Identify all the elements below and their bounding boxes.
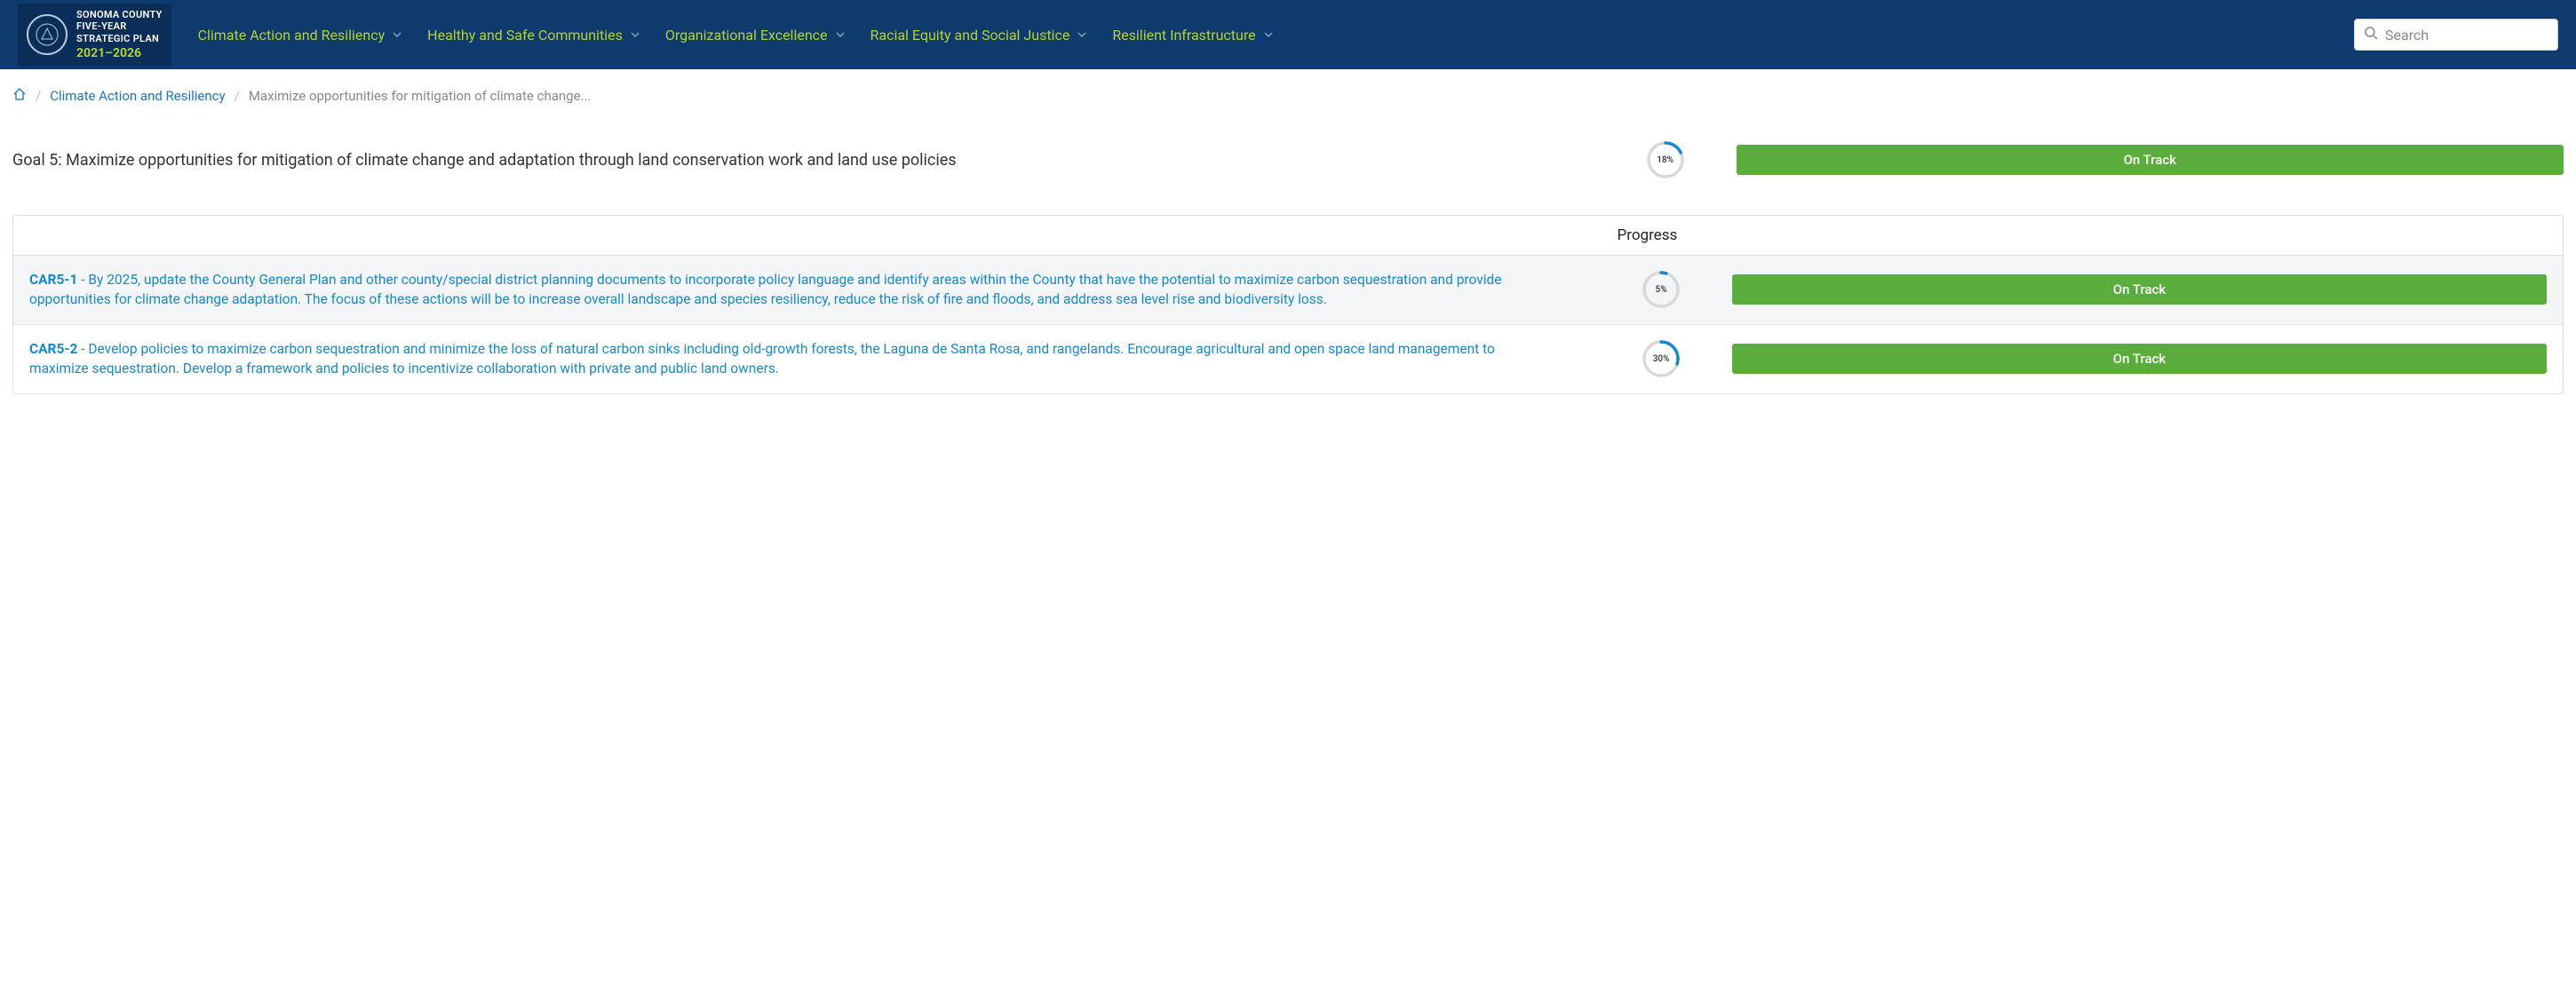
chevron-down-icon	[630, 27, 640, 44]
status-badge: On Track	[1737, 145, 2564, 175]
chevron-down-icon	[835, 27, 846, 44]
status-badge: On Track	[1732, 274, 2547, 305]
nav-label: Organizational Excellence	[665, 27, 828, 44]
breadcrumb-separator: /	[36, 88, 41, 104]
objective-text: - By 2025, update the County General Pla…	[29, 272, 1501, 307]
goal-progress: 18%	[1612, 140, 1719, 179]
progress-ring-label: 30%	[1642, 339, 1681, 378]
nav-item-resilient-infra[interactable]: Resilient Infrastructure	[1112, 27, 1273, 44]
nav-item-racial-equity[interactable]: Racial Equity and Social Justice	[871, 27, 1088, 44]
chevron-down-icon	[1077, 27, 1087, 44]
objectives-table: Progress CAR5-1 - By 2025, update the Co…	[12, 215, 2564, 394]
chevron-down-icon	[392, 27, 402, 44]
logo-line-1: SONOMA COUNTY	[76, 9, 163, 20]
page-content: / Climate Action and Resiliency / Maximi…	[0, 69, 2576, 412]
table-row: CAR5-1 - By 2025, update the County Gene…	[13, 256, 2563, 325]
search-input[interactable]	[2385, 27, 2548, 44]
goal-summary-row: Goal 5: Maximize opportunities for mitig…	[12, 140, 2564, 179]
nav-label: Resilient Infrastructure	[1112, 27, 1255, 44]
status-badge: On Track	[1732, 344, 2547, 374]
objective-progress: 30%	[1608, 339, 1714, 378]
goal-status-cell: On Track	[1737, 145, 2564, 175]
objective-status-cell: On Track	[1732, 344, 2547, 374]
table-row: CAR5-2 - Develop policies to maximize ca…	[13, 325, 2563, 393]
table-header-status	[1700, 216, 2563, 255]
search-icon	[2364, 26, 2378, 44]
county-seal-icon	[27, 14, 68, 55]
table-header: Progress	[13, 216, 2563, 256]
logo-block[interactable]: SONOMA COUNTY FIVE-YEAR STRATEGIC PLAN 2…	[18, 4, 171, 66]
objective-code: CAR5-1	[29, 272, 77, 288]
nav-label: Healthy and Safe Communities	[427, 27, 623, 44]
progress-ring: 5%	[1642, 270, 1681, 309]
breadcrumb-home[interactable]	[12, 87, 27, 105]
goal-title: Goal 5: Maximize opportunities for mitig…	[12, 148, 1594, 172]
breadcrumb-current: Maximize opportunities for mitigation of…	[249, 88, 592, 104]
logo-line-3: STRATEGIC PLAN	[76, 33, 163, 44]
logo-text: SONOMA COUNTY FIVE-YEAR STRATEGIC PLAN 2…	[76, 9, 163, 60]
objective-description[interactable]: CAR5-2 - Develop policies to maximize ca…	[29, 339, 1590, 379]
nav-item-org-excellence[interactable]: Organizational Excellence	[665, 27, 846, 44]
breadcrumb: / Climate Action and Resiliency / Maximi…	[12, 87, 2564, 105]
objective-code: CAR5-2	[29, 341, 77, 357]
objective-status-cell: On Track	[1732, 274, 2547, 305]
logo-years: 2021–2026	[76, 46, 163, 60]
nav-label: Racial Equity and Social Justice	[871, 27, 1070, 44]
table-header-desc	[13, 216, 1594, 255]
objective-progress: 5%	[1608, 270, 1714, 309]
primary-nav: Climate Action and Resiliency Healthy an…	[198, 18, 2354, 52]
nav-item-healthy[interactable]: Healthy and Safe Communities	[427, 27, 640, 44]
logo-line-2: FIVE-YEAR	[76, 20, 163, 32]
progress-ring: 18%	[1646, 140, 1685, 179]
progress-ring-label: 18%	[1646, 140, 1685, 179]
progress-ring-label: 5%	[1642, 270, 1681, 309]
objective-text: - Develop policies to maximize carbon se…	[29, 341, 1495, 376]
table-header-progress: Progress	[1594, 216, 1700, 255]
nav-label: Climate Action and Resiliency	[198, 27, 386, 44]
nav-item-climate[interactable]: Climate Action and Resiliency	[198, 27, 403, 44]
breadcrumb-link[interactable]: Climate Action and Resiliency	[50, 88, 225, 104]
site-header: SONOMA COUNTY FIVE-YEAR STRATEGIC PLAN 2…	[0, 0, 2576, 69]
progress-ring: 30%	[1642, 339, 1681, 378]
breadcrumb-separator: /	[235, 88, 240, 104]
search-box[interactable]	[2354, 19, 2558, 51]
objective-description[interactable]: CAR5-1 - By 2025, update the County Gene…	[29, 270, 1590, 310]
chevron-down-icon	[1263, 27, 1274, 44]
